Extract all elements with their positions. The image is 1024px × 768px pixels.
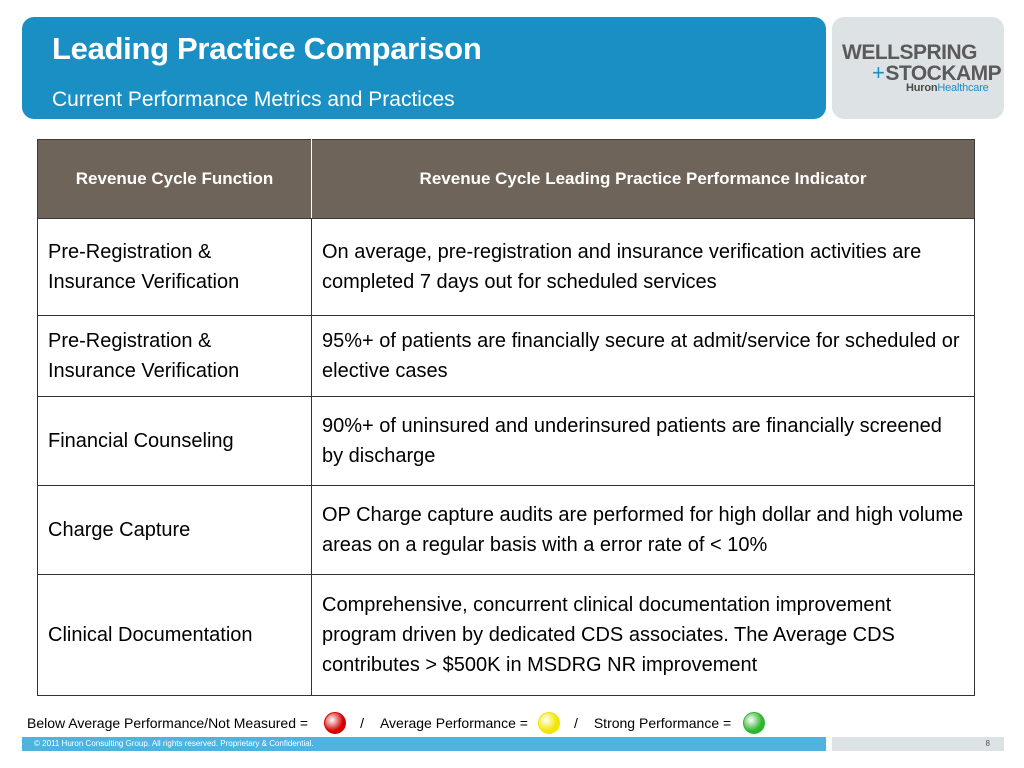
company-logo: WELLSPRING +STOCKAMP HuronHealthcare — [832, 17, 1004, 119]
indicator-cell: On average, pre-registration and insuran… — [311, 218, 975, 316]
header-function: Revenue Cycle Function — [37, 139, 312, 219]
indicator-cell: 90%+ of uninsured and underinsured patie… — [311, 396, 975, 486]
practice-comparison-table: Revenue Cycle Function Revenue Cycle Lea… — [37, 139, 975, 696]
table-row: Financial Counseling 90%+ of uninsured a… — [37, 396, 975, 486]
legend-separator: / — [360, 715, 364, 731]
function-cell: Pre-Registration & Insurance Verificatio… — [37, 218, 312, 316]
logo-stockamp: STOCKAMP — [885, 62, 1002, 85]
logo-plus: + — [872, 60, 885, 85]
table-row: Pre-Registration & Insurance Verificatio… — [37, 218, 975, 316]
header-indicator: Revenue Cycle Leading Practice Performan… — [311, 139, 975, 219]
page-title: Leading Practice Comparison — [52, 31, 482, 66]
footer-page-box: 8 — [832, 737, 1004, 751]
function-cell: Pre-Registration & Insurance Verificatio… — [37, 315, 312, 397]
function-cell: Clinical Documentation — [37, 574, 312, 696]
logo-wellspring: WELLSPRING — [842, 41, 978, 64]
table-row: Charge Capture OP Charge capture audits … — [37, 485, 975, 575]
green-circle-icon — [743, 712, 766, 734]
logo-healthcare: Healthcare — [937, 82, 989, 94]
performance-legend: Below Average Performance/Not Measured =… — [27, 712, 766, 734]
indicator-cell: OP Charge capture audits are performed f… — [311, 485, 975, 575]
table-row: Pre-Registration & Insurance Verificatio… — [37, 315, 975, 397]
legend-strong-label: Strong Performance = — [593, 715, 732, 731]
title-banner: Leading Practice Comparison Current Perf… — [22, 17, 826, 119]
legend-below-label: Below Average Performance/Not Measured = — [27, 715, 309, 731]
page-number: 8 — [985, 739, 990, 748]
page-subtitle: Current Performance Metrics and Practice… — [52, 88, 455, 111]
logo-huron: Huron — [906, 82, 938, 94]
function-cell: Charge Capture — [37, 485, 312, 575]
logo-stockamp-line: +STOCKAMP — [872, 60, 1002, 86]
legend-average-label: Average Performance = — [379, 715, 528, 731]
table-header-row: Revenue Cycle Function Revenue Cycle Lea… — [37, 139, 975, 219]
indicator-cell: Comprehensive, concurrent clinical docum… — [311, 574, 975, 696]
logo-huron-healthcare: HuronHealthcare — [906, 82, 989, 94]
red-circle-icon — [324, 712, 347, 734]
copyright-text: © 2011 Huron Consulting Group. All right… — [34, 739, 314, 748]
function-cell: Financial Counseling — [37, 396, 312, 486]
table-row: Clinical Documentation Comprehensive, co… — [37, 574, 975, 696]
footer-bar: © 2011 Huron Consulting Group. All right… — [22, 737, 826, 751]
yellow-circle-icon — [537, 712, 560, 734]
legend-separator: / — [573, 715, 578, 731]
indicator-cell: 95%+ of patients are financially secure … — [311, 315, 975, 397]
